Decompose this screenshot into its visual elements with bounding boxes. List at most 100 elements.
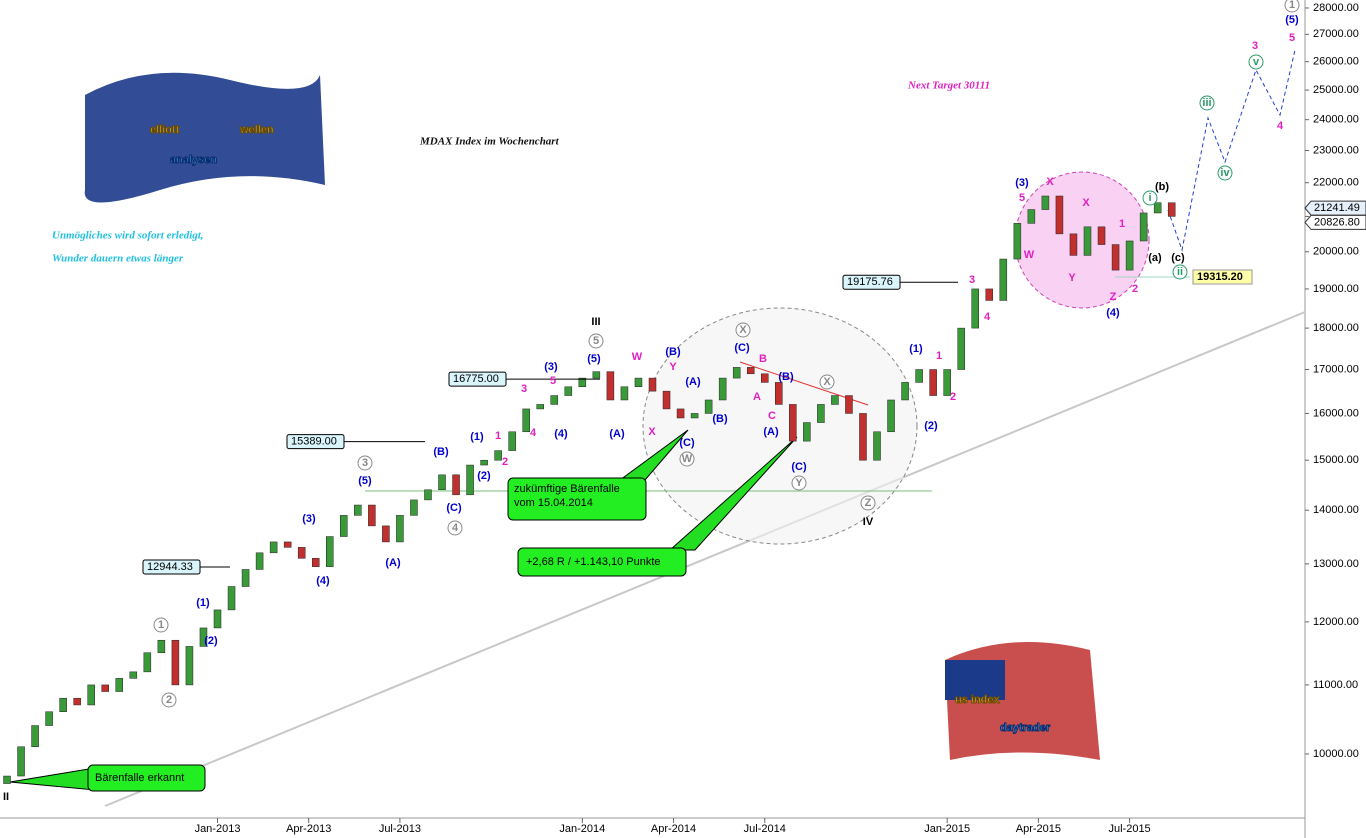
candle [326, 536, 334, 567]
wave-label: (B) [665, 346, 681, 358]
candle [550, 395, 559, 405]
wave-circle [153, 617, 169, 633]
wave-label: W [1024, 249, 1035, 261]
candle [87, 684, 95, 706]
wave-label: (1) [196, 597, 210, 609]
y-tick-label: 15000.00 [1313, 454, 1359, 466]
wave-circle [1217, 165, 1233, 181]
wave-label: X [739, 324, 747, 336]
y-tick-label: 20000.00 [1313, 246, 1359, 258]
wave-circle [1142, 190, 1158, 206]
candle [1013, 223, 1022, 260]
wave-label: 3 [521, 383, 527, 395]
candle [283, 541, 292, 548]
candle [859, 413, 867, 461]
x-tick-label: Jan-2015 [924, 823, 970, 835]
candle [508, 431, 516, 451]
candle [718, 377, 727, 401]
logo-elliott: elliott wellen analysen [84, 72, 326, 203]
x-tick-label: Apr-2014 [651, 823, 696, 835]
wave-label: v [1253, 56, 1260, 68]
candle [73, 697, 81, 706]
candle [227, 586, 236, 611]
candle [817, 404, 825, 423]
wave-label: Y [669, 361, 677, 373]
level-label: 15389.00 [291, 436, 337, 448]
level-label: 12944.33 [147, 561, 193, 573]
wave-label: (3) [544, 361, 558, 373]
wave-label: (2) [477, 470, 491, 482]
support-box [1192, 269, 1253, 285]
wave-label: 2 [166, 694, 172, 706]
wave-label: (3) [302, 513, 316, 525]
wave-label: (C) [679, 437, 695, 449]
candle [1055, 195, 1064, 235]
candle [185, 646, 194, 686]
candle [1139, 212, 1148, 242]
wave-label: i [1148, 192, 1151, 204]
y-tick-label: 14000.00 [1313, 504, 1359, 516]
candle [424, 489, 432, 501]
wave-label: Z [1110, 291, 1117, 303]
wave-label: III [591, 316, 600, 328]
wave-label: (2) [924, 420, 938, 432]
candle [157, 639, 166, 653]
wave-label: Y [795, 477, 803, 489]
wave-label: 5 [1019, 192, 1025, 204]
wave-circle [447, 520, 463, 536]
candle [382, 525, 390, 543]
wave-label: (4) [1106, 307, 1120, 319]
candle [452, 474, 460, 496]
wave-circle [819, 374, 835, 390]
wave-label: 1 [1289, 0, 1295, 11]
candle [101, 684, 109, 692]
wave-label: 3 [969, 274, 975, 286]
level-box [448, 371, 507, 387]
candle [620, 386, 629, 401]
wave-label: (3) [1015, 177, 1029, 189]
y-tick-label: 11000.00 [1313, 679, 1358, 691]
candle [1069, 233, 1078, 256]
wave-label: iv [1220, 167, 1230, 179]
candle [1097, 226, 1106, 245]
candle [199, 627, 208, 647]
wave-label: X [648, 426, 656, 438]
wave-label: X [1082, 197, 1090, 209]
price-marker-label: 21241.49 [1314, 202, 1360, 214]
wave-label: 2 [502, 456, 508, 468]
x-tick-label: Jul-2014 [744, 823, 786, 835]
wave-label: iii [1202, 97, 1211, 109]
wave-label: (B) [433, 446, 449, 458]
wave-label: (A) [385, 557, 401, 569]
x-tick-label: Jul-2013 [379, 823, 421, 835]
logo-text: us index [955, 694, 1001, 706]
wave-circle [357, 455, 373, 471]
callout-text: +2,68 R / +1.143,10 Punkte [526, 556, 661, 568]
y-tick-label: 18000.00 [1313, 322, 1359, 334]
x-tick-label: Jan-2013 [195, 823, 241, 835]
y-tick-label: 26000.00 [1313, 56, 1359, 68]
wave-label: (A) [685, 376, 701, 388]
y-tick-label: 28000.00 [1313, 2, 1359, 14]
candle [494, 450, 502, 461]
candle [606, 371, 615, 401]
candle [59, 697, 67, 713]
support-label: 19315.20 [1197, 271, 1243, 283]
projection-path [1167, 49, 1296, 252]
wave-label: W [632, 351, 643, 363]
y-tick-label: 19000.00 [1313, 283, 1359, 295]
wave-label: 4 [1277, 120, 1284, 132]
candle [17, 746, 25, 777]
wave-label: (1) [909, 343, 923, 355]
wave-circle [161, 692, 177, 708]
wave-label: (B) [778, 371, 794, 383]
candle [564, 386, 573, 396]
y-tick-label: 12000.00 [1313, 616, 1359, 628]
candle [831, 395, 839, 405]
wave-label: Z [865, 497, 872, 509]
wave-label: A [753, 391, 761, 403]
wave-label: 1 [495, 430, 501, 442]
wave-label: (b) [1155, 181, 1169, 193]
x-tick-label: Apr-2015 [1016, 823, 1061, 835]
chart-subtitle: Next Target 30111 [907, 80, 990, 92]
